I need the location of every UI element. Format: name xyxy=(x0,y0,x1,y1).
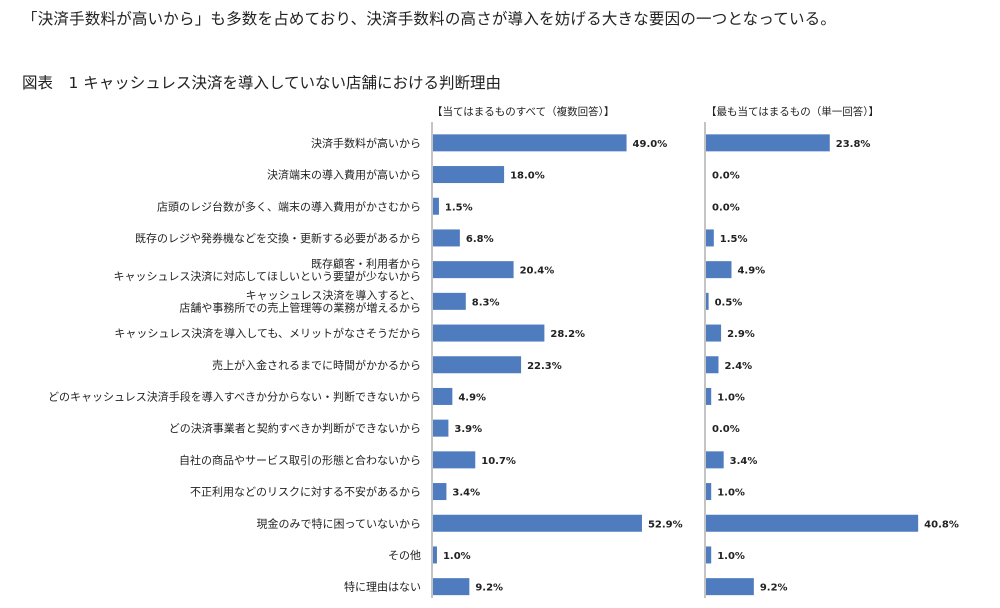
bar-single xyxy=(706,134,830,152)
category-label: 特に理由はない xyxy=(344,580,421,594)
category-label: 現金のみで特に困っていないから xyxy=(257,516,421,530)
bar-single xyxy=(706,261,732,279)
data-label-multiple: 9.2% xyxy=(475,583,503,594)
data-label-multiple: 4.9% xyxy=(458,392,486,403)
category-label: 自社の商品やサービス取引の形態と合わないから xyxy=(179,453,421,467)
intro-text: 「決済手数料が高いから」も多数を占めており、決済手数料の高さが導入を妨げる大きな… xyxy=(22,10,837,28)
bar-multiple xyxy=(433,166,505,184)
data-label-multiple: 3.4% xyxy=(452,488,480,499)
panel-header-multiple: 【当てはまるものすべて（複数回答）】 xyxy=(432,106,615,118)
data-label-multiple: 1.5% xyxy=(445,202,473,213)
data-label-multiple: 22.3% xyxy=(527,361,562,372)
bar-multiple xyxy=(433,261,514,279)
data-label-single: 4.9% xyxy=(737,266,765,277)
bar-multiple xyxy=(433,229,460,247)
bar-single xyxy=(706,229,714,247)
data-label-multiple: 49.0% xyxy=(633,139,668,150)
category-label: 不正利用などのリスクに対する不安があるから xyxy=(190,485,421,499)
bar-multiple xyxy=(433,483,447,501)
data-label-single: 0.0% xyxy=(712,424,740,435)
bar-multiple xyxy=(433,419,449,437)
data-label-single: 2.4% xyxy=(724,361,752,372)
bar-multiple xyxy=(433,514,642,532)
bar-multiple xyxy=(433,292,466,310)
data-label-multiple: 52.9% xyxy=(648,519,683,530)
data-label-single: 0.0% xyxy=(712,171,740,182)
data-label-multiple: 18.0% xyxy=(510,171,545,182)
category-label: 既存顧客・利用者からキャッシュレス決済に対応してほしいという要望が少ないから xyxy=(114,256,421,283)
category-label: 決済端末の導入費用が高いから xyxy=(267,168,421,182)
panel-header-single: 【最も当てはまるもの（単一回答）】 xyxy=(706,106,880,118)
data-label-single: 9.2% xyxy=(760,583,788,594)
category-label: どのキャッシュレス決済手段を導入すべきか分からない・判断できないから xyxy=(48,389,421,403)
data-label-single: 0.0% xyxy=(712,202,740,213)
bar-single xyxy=(706,578,754,596)
bar-single xyxy=(706,292,709,310)
data-label-multiple: 8.3% xyxy=(472,297,500,308)
bar-multiple xyxy=(433,134,627,152)
bar-multiple xyxy=(433,578,470,596)
category-label: どの決済事業者と契約すべきか判断ができないから xyxy=(169,421,421,435)
figure-title: 図表 1 キャッシュレス決済を導入していない店舗における判断理由 xyxy=(22,74,502,92)
bar-multiple xyxy=(433,324,545,342)
data-label-single: 1.0% xyxy=(717,488,745,499)
data-label-single: 40.8% xyxy=(924,519,959,530)
category-label: 売上が入金されるまでに時間がかかるから xyxy=(212,358,421,372)
bar-multiple xyxy=(433,546,437,564)
data-label-multiple: 1.0% xyxy=(443,551,471,562)
data-label-single: 1.0% xyxy=(717,551,745,562)
category-label: 既存のレジや発券機などを交換・更新する必要があるから xyxy=(135,231,421,245)
category-label: キャッシュレス決済を導入しても、メリットがなさそうだから xyxy=(114,326,421,340)
data-label-single: 2.9% xyxy=(727,329,755,340)
bar-multiple xyxy=(433,451,476,469)
data-label-single: 1.5% xyxy=(720,234,748,245)
data-label-single: 1.0% xyxy=(717,392,745,403)
bar-single xyxy=(706,387,712,405)
data-label-single: 3.4% xyxy=(730,456,758,467)
bar-single xyxy=(706,324,722,342)
data-label-single: 0.5% xyxy=(715,297,743,308)
category-label: その他 xyxy=(388,549,421,562)
data-label-multiple: 20.4% xyxy=(520,266,555,277)
category-label: キャッシュレス決済を導入すると、店舗や事務所での売上管理等の業務が増えるから xyxy=(179,288,421,315)
bar-single xyxy=(706,356,719,374)
data-label-multiple: 6.8% xyxy=(466,234,494,245)
bar-single xyxy=(706,546,712,564)
category-label: 決済手数料が高いから xyxy=(311,136,421,150)
data-label-multiple: 28.2% xyxy=(550,329,585,340)
bar-multiple xyxy=(433,197,439,215)
data-label-multiple: 10.7% xyxy=(481,456,516,467)
data-label-single: 23.8% xyxy=(836,139,871,150)
category-label: 店頭のレジ台数が多く、端末の導入費用がかさむから xyxy=(157,199,421,213)
bar-single xyxy=(706,451,724,469)
bar-single xyxy=(706,483,712,501)
bar-multiple xyxy=(433,387,453,405)
bar-single xyxy=(706,514,919,532)
bar-multiple xyxy=(433,356,522,374)
data-label-multiple: 3.9% xyxy=(454,424,482,435)
